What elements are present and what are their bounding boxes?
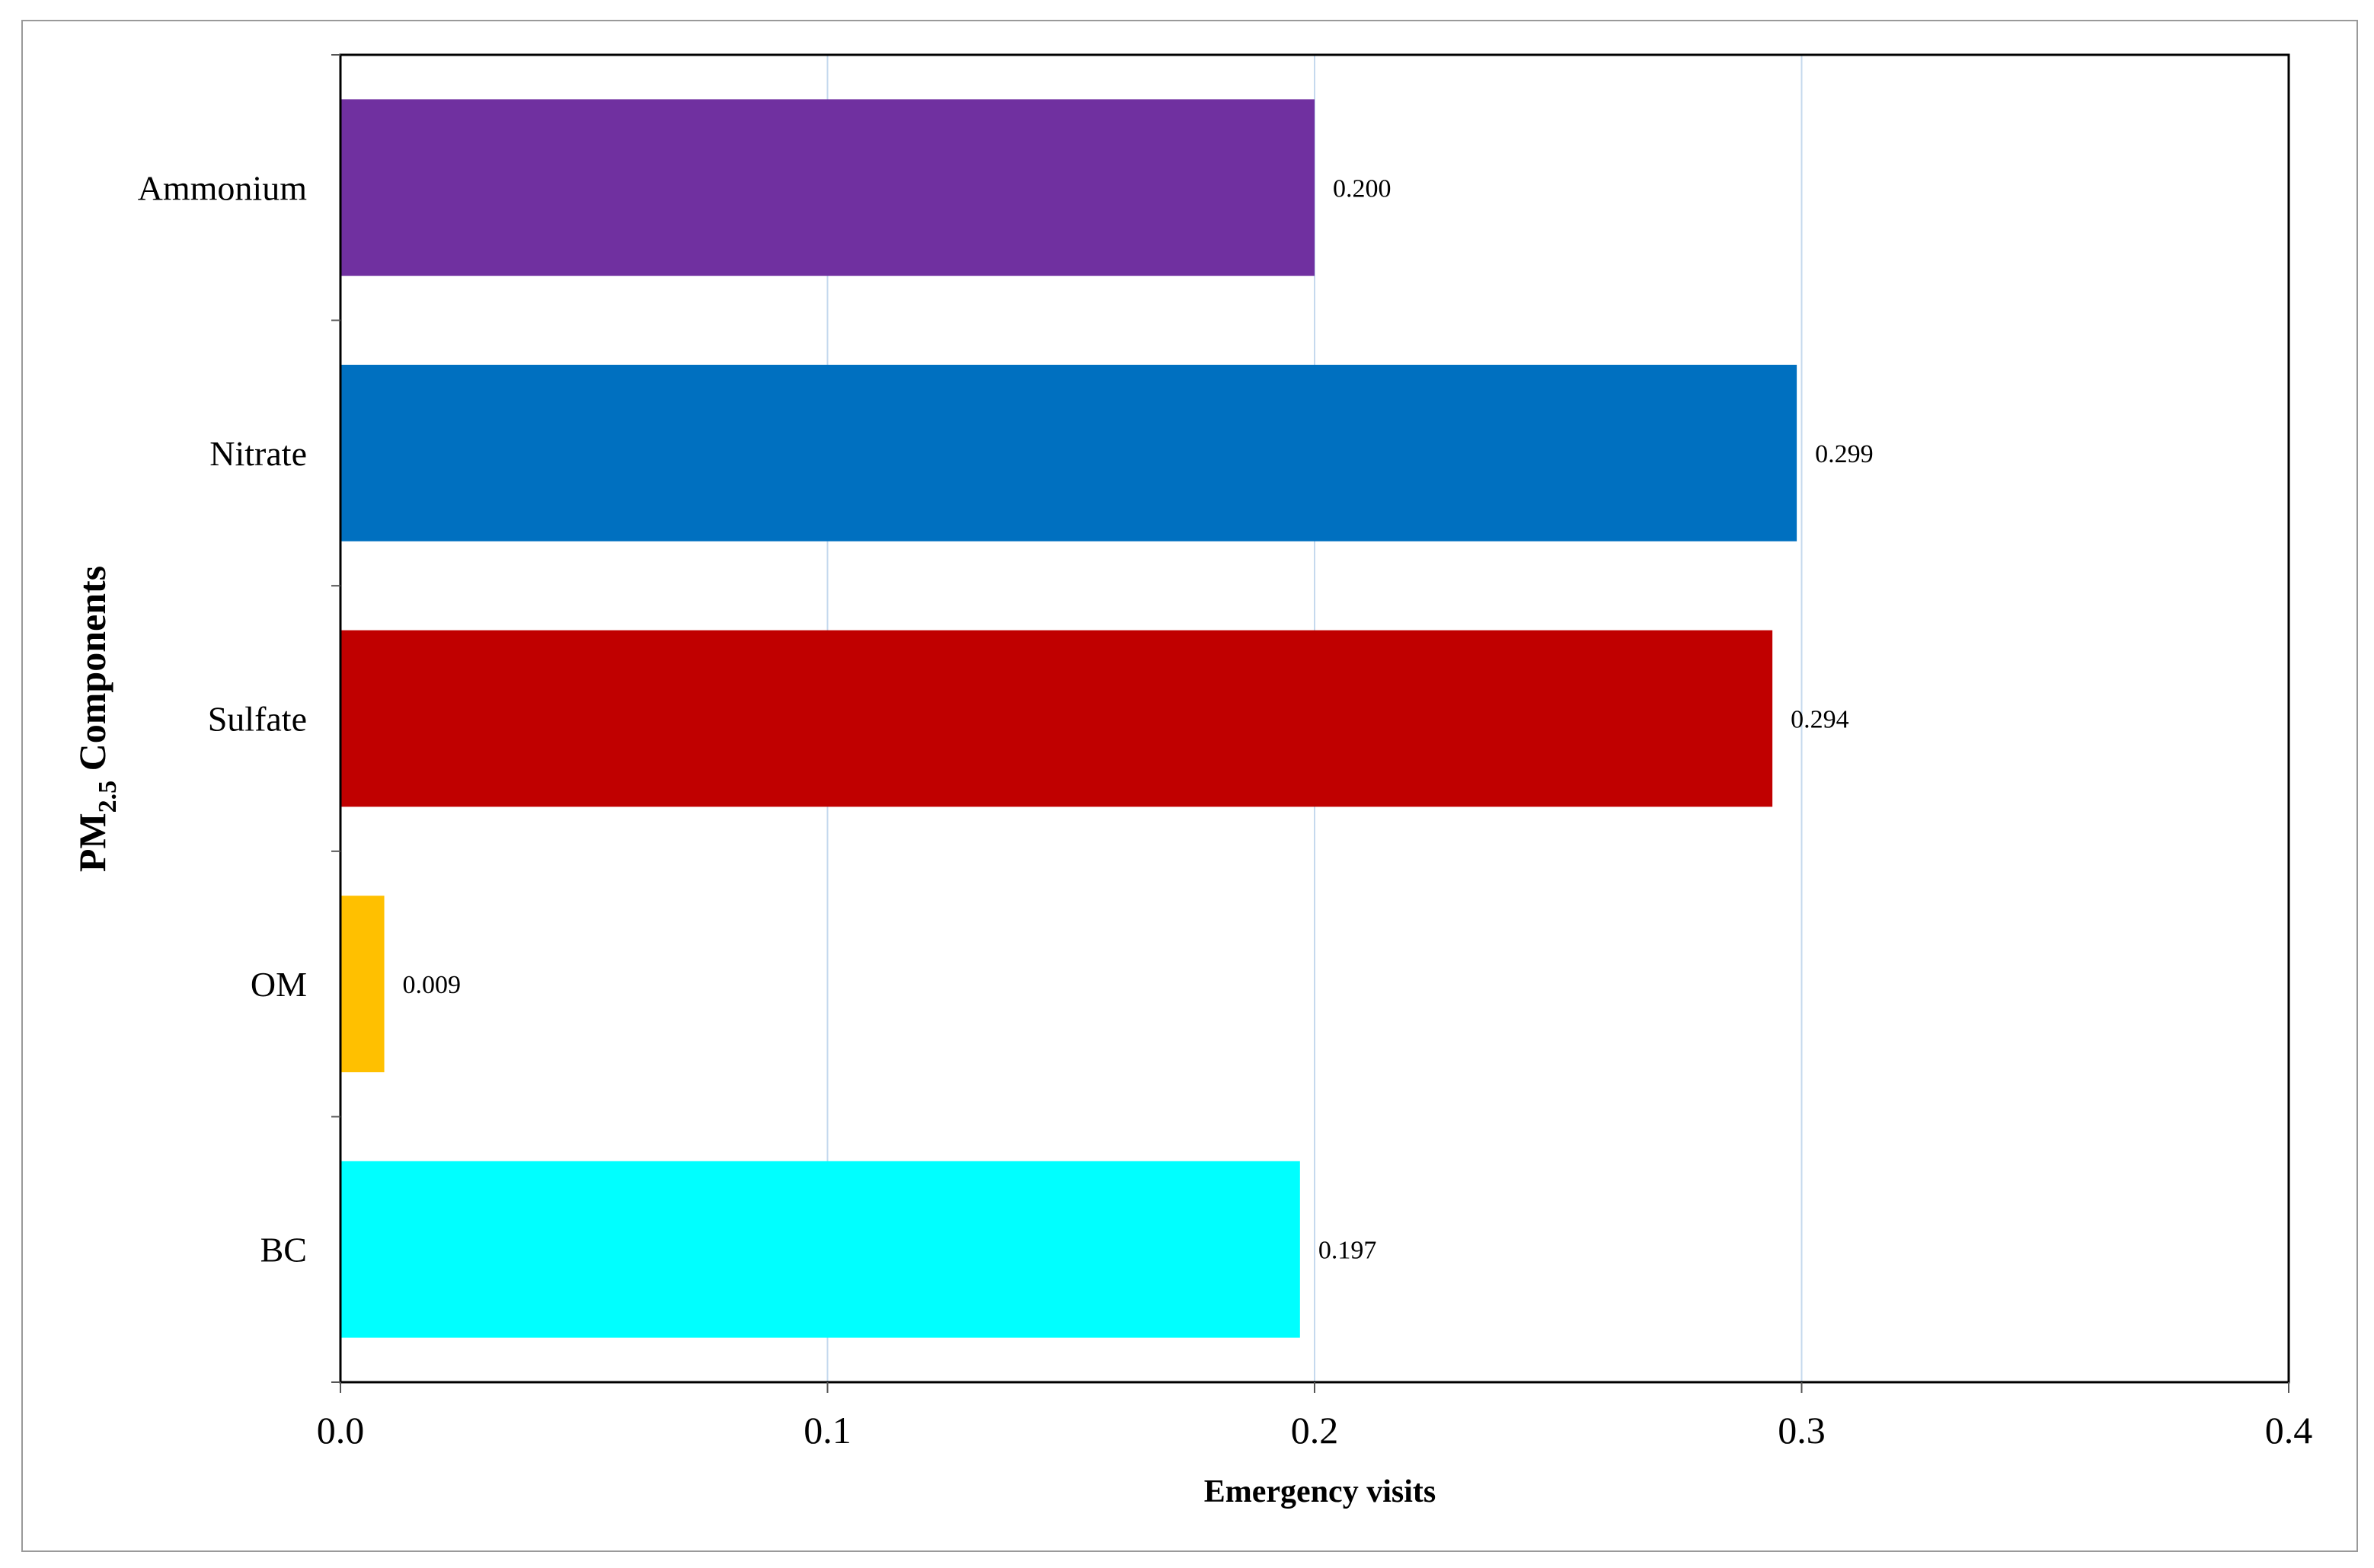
bar-bc (340, 1161, 1300, 1338)
data-label: 0.200 (1333, 174, 1391, 203)
y-axis-title-main: PM (71, 813, 113, 872)
y-axis-title-subscript: 2.5 (94, 781, 122, 813)
x-tick-label: 0.0 (317, 1409, 365, 1451)
x-tick-label: 0.1 (804, 1409, 852, 1451)
bars (340, 99, 1797, 1338)
axis-ticks (331, 54, 2289, 1393)
y-axis-title: PM2.5 Components (71, 566, 122, 872)
data-label: 0.009 (403, 971, 462, 999)
x-tick-label: 0.4 (2265, 1409, 2313, 1451)
data-label: 0.197 (1318, 1237, 1377, 1265)
category-label: OM (251, 965, 307, 1004)
bar-ammonium (340, 99, 1315, 276)
category-label: Ammonium (138, 168, 308, 207)
category-label: Sulfate (208, 700, 307, 739)
category-label: BC (260, 1231, 307, 1269)
x-tick-label: 0.2 (1291, 1409, 1339, 1451)
x-axis-title: Emergency visits (1204, 1474, 1436, 1509)
y-axis-title-rest: Components (71, 566, 113, 781)
category-label: Nitrate (209, 434, 307, 473)
bar-sulfate (340, 630, 1773, 807)
bar-nitrate (340, 364, 1797, 541)
bar-om (340, 896, 385, 1073)
x-tick-label: 0.3 (1778, 1409, 1826, 1451)
labels: 0.0 0.1 0.2 0.3 0.4 Ammonium 0.200 Nitrate 0.299… (138, 168, 2313, 1451)
data-label: 0.294 (1791, 706, 1849, 734)
data-label: 0.299 (1815, 440, 1874, 468)
